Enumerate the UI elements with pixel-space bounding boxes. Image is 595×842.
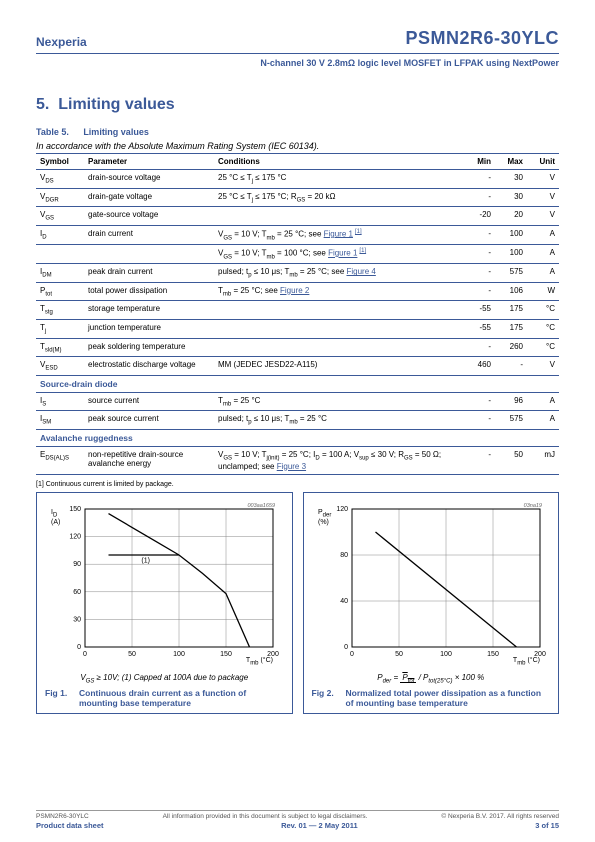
section-title: 5. Limiting values <box>36 96 559 114</box>
svg-text:100: 100 <box>173 651 185 658</box>
header-rule <box>36 53 559 54</box>
figure-2-chart: 03na1905010015020004080120Pder(%)Tmb (°C… <box>316 499 546 669</box>
company-name: Nexperia <box>36 35 87 49</box>
svg-text:50: 50 <box>128 651 136 658</box>
page-footer: PSMN2R6-30YLC All information provided i… <box>36 810 559 830</box>
svg-text:30: 30 <box>73 616 81 623</box>
table-caption: In accordance with the Absolute Maximum … <box>36 141 559 151</box>
fig1-formula: VGS ≥ 10V; (1) Capped at 100A due to pac… <box>45 673 284 685</box>
svg-text:0: 0 <box>350 651 354 658</box>
figure-2-box: 03na1905010015020004080120Pder(%)Tmb (°C… <box>303 492 560 714</box>
figure-1-chart: 003aa16590501001502000306090120150ID(A)T… <box>49 499 279 669</box>
svg-text:100: 100 <box>440 651 452 658</box>
subtitle: N-channel 30 V 2.8mΩ logic level MOSFET … <box>36 58 559 68</box>
svg-text:60: 60 <box>73 588 81 595</box>
table-label-row: Table 5. Limiting values <box>36 122 559 140</box>
svg-text:003aa1659: 003aa1659 <box>248 503 276 509</box>
limiting-values-table: SymbolParameterConditionsMinMaxUnit VDSd… <box>36 153 559 475</box>
svg-text:0: 0 <box>83 651 87 658</box>
fig2-formula: Pder = Ptot / Ptot(25°C) × 100 % <box>312 673 551 685</box>
svg-text:90: 90 <box>73 561 81 568</box>
svg-text:80: 80 <box>340 552 348 559</box>
svg-text:(1): (1) <box>142 557 151 564</box>
footnote-1: [1] Continuous current is limited by pac… <box>36 481 559 488</box>
svg-text:03na19: 03na19 <box>523 503 541 509</box>
figure-1-box: 003aa16590501001502000306090120150ID(A)T… <box>36 492 293 714</box>
svg-text:0: 0 <box>77 644 81 651</box>
svg-text:40: 40 <box>340 598 348 605</box>
part-number: PSMN2R6-30YLC <box>405 28 559 49</box>
svg-text:0: 0 <box>344 644 348 651</box>
svg-text:50: 50 <box>395 651 403 658</box>
